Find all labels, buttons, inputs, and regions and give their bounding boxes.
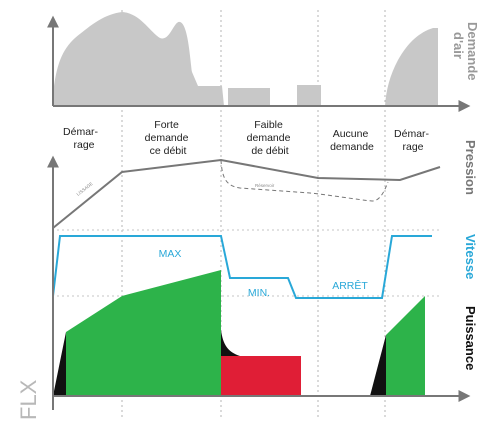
speed-label-stop: ARRÊT — [332, 279, 368, 292]
air-demand-area — [53, 12, 224, 106]
phase-line: Aucune — [333, 128, 369, 140]
pressure-label: Pression — [463, 140, 478, 195]
startup-peak — [53, 332, 66, 396]
low-flow-power-block — [221, 356, 301, 396]
speed-line — [52, 235, 432, 299]
phase-line: Démar- — [63, 126, 99, 138]
phase-line: Démar- — [394, 128, 430, 140]
lower-axes — [47, 155, 471, 410]
air-demand-small-block — [297, 85, 321, 106]
phase-label-high-demand: Forte demande ce débit — [145, 119, 192, 157]
phase-line: ce débit — [150, 145, 187, 157]
flx-logo: FLX — [16, 379, 41, 420]
air-demand-panel — [47, 12, 471, 112]
air-demand-area — [385, 28, 438, 106]
label-line: d'air — [451, 32, 466, 59]
smoothing-label: LISSAGE — [76, 181, 94, 197]
restart-peak — [370, 335, 386, 396]
phase-line: Forte — [154, 119, 179, 131]
reservoir-dashed-line — [220, 159, 389, 202]
power-label: Puissance — [463, 306, 478, 370]
phase-line: rage — [402, 141, 423, 153]
phase-line: demande — [145, 132, 189, 144]
power-area-main — [66, 270, 221, 396]
phase-label-no-demand: Aucune demande — [330, 128, 374, 153]
speed-label-max: MAX — [159, 248, 182, 260]
label-line: Demande — [465, 22, 480, 81]
power-area-restart — [385, 296, 425, 396]
speed-label-min: MIN. — [248, 287, 270, 299]
horizontal-guides — [52, 229, 440, 297]
phase-line: demande — [247, 132, 291, 144]
phase-label-startup: Démar- rage — [63, 126, 101, 151]
reservoir-label: Réservoir — [255, 183, 275, 188]
phase-label-low-demand: Faible demande de débit — [247, 119, 294, 157]
phase-line: de débit — [251, 145, 288, 157]
phase-label-restart: Démar- rage — [394, 128, 432, 153]
transition-dark — [221, 330, 240, 356]
pressure-panel: LISSAGE Réservoir — [52, 158, 441, 229]
speed-panel: MAX MIN. ARRÊT — [52, 235, 432, 299]
phase-line: Faible — [254, 119, 283, 131]
power-panel — [53, 270, 425, 396]
phase-line: demande — [330, 141, 374, 153]
air-demand-small-block — [228, 88, 270, 106]
speed-label: Vitesse — [463, 234, 478, 279]
phase-labels: Démar- rage Forte demande ce débit Faibl… — [63, 119, 432, 157]
pressure-line — [52, 158, 441, 229]
side-labels: Demande d'air Pression Vitesse Puissance — [451, 22, 480, 370]
phase-line: rage — [73, 139, 94, 151]
air-demand-label: Demande d'air — [451, 22, 480, 84]
